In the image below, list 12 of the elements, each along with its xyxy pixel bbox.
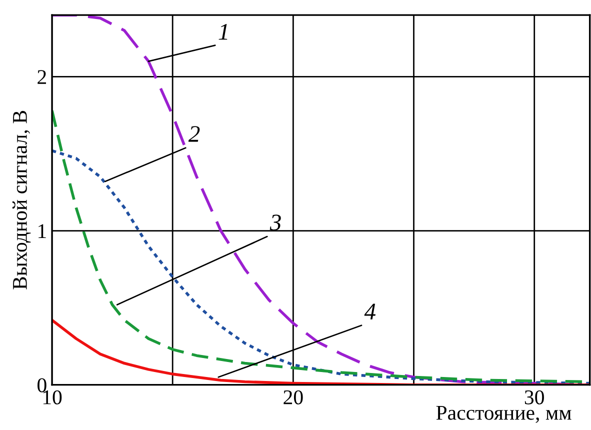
annotation: 4 [364,304,376,320]
x-axis-title: Расстояние, мм [436,406,572,423]
x-tick-label: 20 [284,390,303,404]
x-tick-label: 10 [43,390,62,404]
x-tick-label: 30 [524,390,544,404]
y-tick-label: 0 [38,378,46,392]
y-tick-label: 2 [38,70,46,84]
y-axis-title: Выходной сигнал, В [12,110,31,290]
y-tick-label: 1 [38,224,46,238]
annotation: 1 [218,24,228,40]
annotation: 3 [270,214,281,230]
annotation: 2 [188,126,200,142]
